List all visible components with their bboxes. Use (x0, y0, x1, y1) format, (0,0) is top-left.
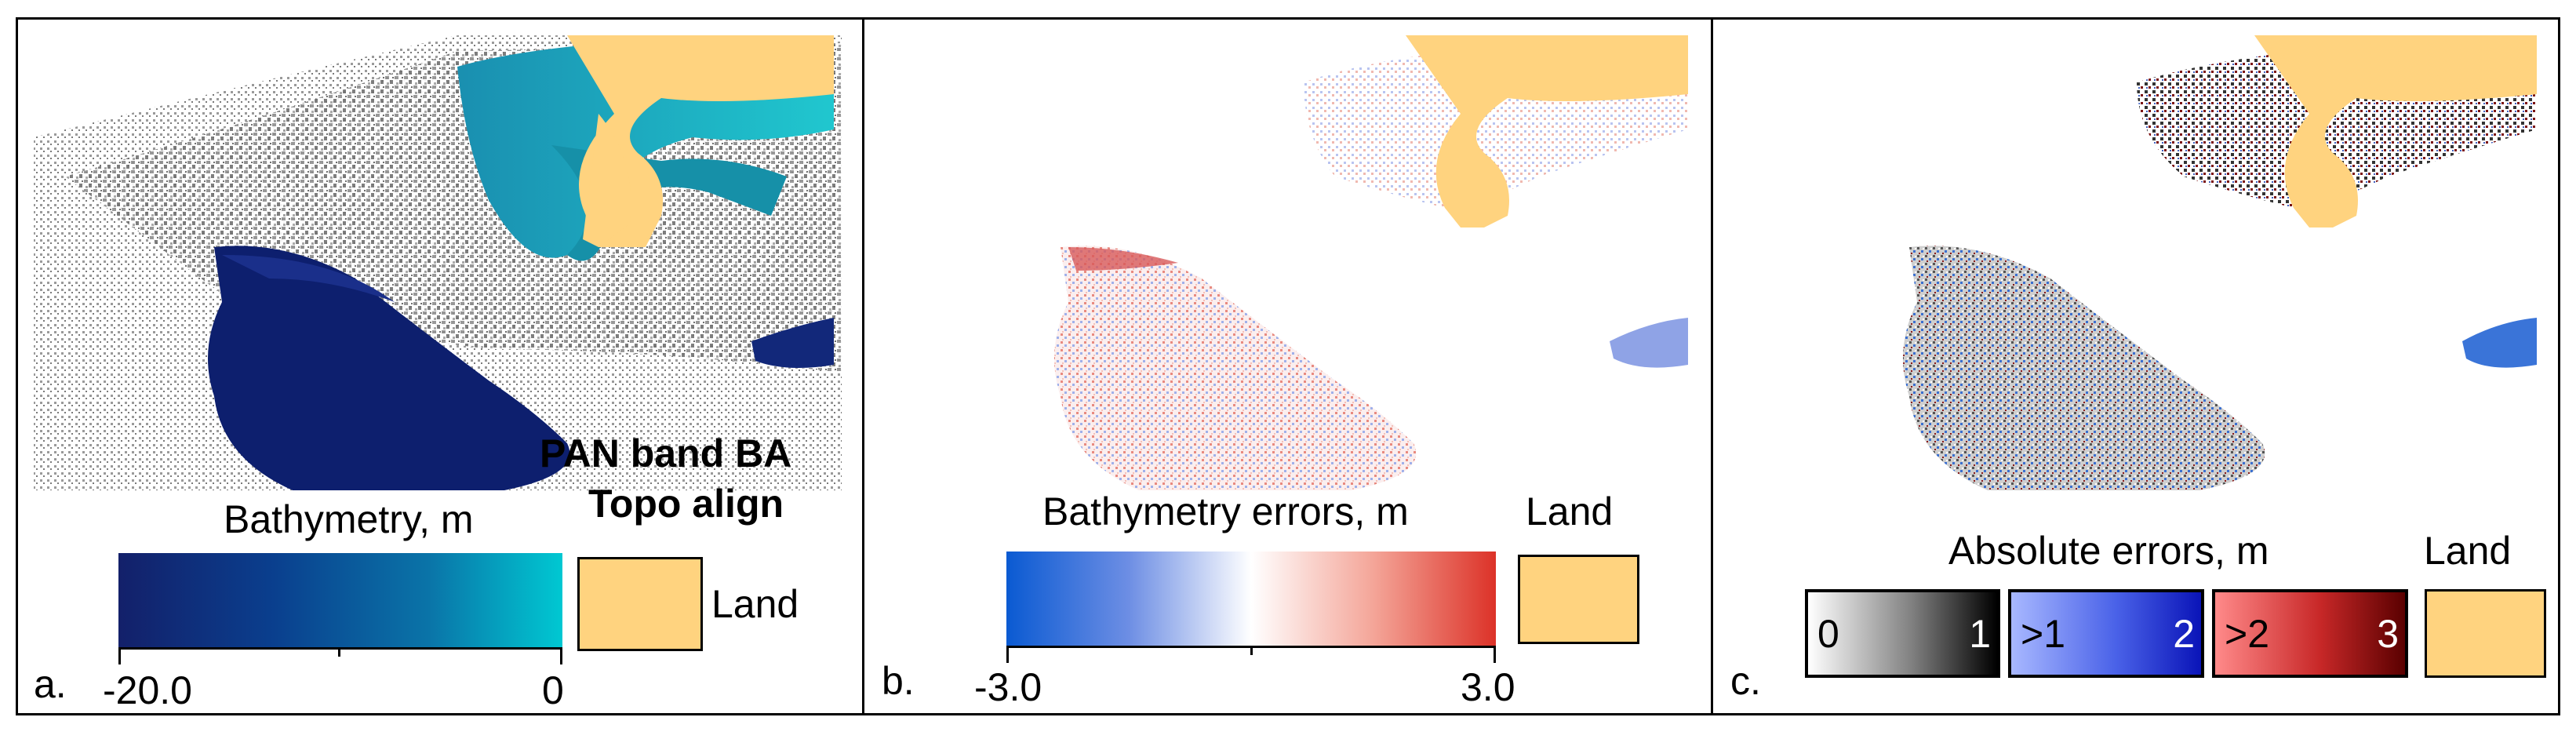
panel-b: Bathymetry errors, m -3.0 3.0 Land b. (862, 17, 1713, 715)
land-label: Land (711, 582, 799, 626)
colorbar-tick (1006, 646, 1009, 663)
colorbar-tick (1494, 646, 1496, 663)
tick-label-max: 3.0 (1461, 665, 1515, 709)
colorbar-tick (560, 647, 562, 664)
panel-c: Absolute errors, m Land 0 1 >1 2 >2 3 c. (1711, 17, 2560, 715)
colorbar-label: Bathymetry, m (224, 497, 474, 541)
panel-letter: c. (1730, 659, 1761, 703)
land-swatch (577, 557, 703, 651)
class-right-label: 2 (2173, 612, 2195, 656)
error-map (1054, 35, 1688, 490)
bathymetry-map (34, 35, 842, 490)
tick-label-max: 0 (542, 668, 564, 712)
panel-a: PAN band BA Topo align Bathymetry, m -20… (16, 17, 864, 715)
error-colorbar (1006, 552, 1496, 646)
bathymetry-colorbar (118, 553, 562, 647)
tick-label-min: -20.0 (103, 668, 192, 712)
absolute-error-map (1903, 35, 2537, 490)
colorbar-tick (1250, 646, 1253, 655)
land-label: Land (2424, 529, 2512, 573)
land-label: Land (1526, 490, 1614, 533)
class-box-0-1: 0 1 (1805, 589, 2000, 678)
panel-letter: a. (34, 662, 67, 706)
class-right-label: 3 (2377, 612, 2399, 656)
panel-title-line1: PAN band BA (540, 431, 792, 475)
colorbar-tick (338, 647, 340, 657)
tick-label-min: -3.0 (974, 665, 1042, 709)
colorbar-axis (118, 647, 562, 650)
class-left-label: >1 (2021, 612, 2066, 656)
class-box-1-2: >1 2 (2008, 589, 2204, 678)
class-right-label: 1 (1969, 612, 1991, 656)
colorbar-label: Absolute errors, m (1948, 529, 2269, 573)
class-left-label: 0 (1817, 612, 1839, 656)
panel-title-line2: Topo align (588, 482, 784, 526)
colorbar-tick (118, 647, 121, 664)
land-swatch (2425, 589, 2546, 678)
land-swatch (1518, 555, 1639, 644)
class-box-2-3: >2 3 (2212, 589, 2408, 678)
class-left-label: >2 (2225, 612, 2270, 656)
colorbar-label: Bathymetry errors, m (1042, 490, 1409, 533)
panel-letter: b. (882, 659, 915, 703)
